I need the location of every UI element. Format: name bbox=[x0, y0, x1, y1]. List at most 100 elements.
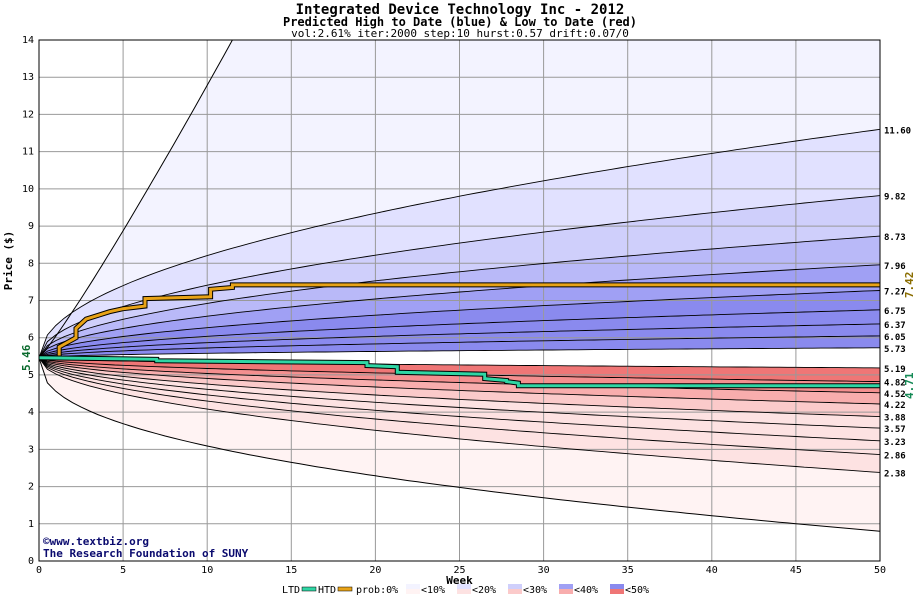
percentile-line-16 bbox=[38, 357, 881, 456]
percentile-line-11 bbox=[38, 357, 881, 394]
htd-final-label: 7.42 bbox=[903, 272, 916, 299]
y-tick-label: 7 bbox=[28, 296, 34, 307]
right-value-label: 4.22 bbox=[884, 401, 906, 411]
credit-url[interactable]: ©www.textbiz.org bbox=[43, 535, 149, 548]
band-upper-3 bbox=[39, 236, 880, 358]
ltd-line bbox=[38, 356, 880, 388]
right-value-label: 3.23 bbox=[884, 438, 906, 448]
y-tick-label: 0 bbox=[28, 556, 34, 567]
y-tick-label: 11 bbox=[22, 147, 34, 158]
chart-params: vol:2.61% iter:2000 step:10 hurst:0.57 d… bbox=[291, 27, 629, 40]
legend-band-label: <30% bbox=[523, 585, 547, 596]
y-axis-label: Price ($) bbox=[2, 231, 15, 291]
right-value-label: 6.05 bbox=[884, 333, 906, 343]
y-tick-label: 4 bbox=[28, 407, 34, 418]
legend-band-label: <40% bbox=[574, 585, 598, 596]
band-upper-2 bbox=[39, 195, 880, 358]
percentile-line-12 bbox=[38, 357, 881, 405]
x-tick-label: 30 bbox=[538, 565, 550, 576]
y-tick-label: 14 bbox=[22, 35, 34, 46]
right-value-label: 5.19 bbox=[884, 365, 906, 375]
legend-band-swatch-lower bbox=[610, 589, 624, 594]
band-upper-4 bbox=[39, 264, 880, 358]
x-tick-label: 50 bbox=[874, 565, 886, 576]
upper-extreme-line bbox=[38, 39, 233, 359]
x-tick-label: 0 bbox=[36, 565, 42, 576]
start-price-label: 5.46 bbox=[20, 344, 33, 371]
right-value-label: 3.57 bbox=[884, 425, 906, 435]
lower-extreme-line bbox=[38, 357, 881, 532]
legend-band-swatch-lower bbox=[508, 589, 522, 594]
legend-htd-swatch bbox=[337, 586, 353, 592]
legend-band-swatch-upper bbox=[610, 584, 624, 589]
right-value-label: 2.86 bbox=[884, 452, 906, 462]
right-value-label: 4.82 bbox=[884, 379, 906, 389]
right-value-label: 3.88 bbox=[884, 414, 906, 424]
x-tick-label: 40 bbox=[706, 565, 718, 576]
percentile-line-2 bbox=[38, 235, 881, 359]
legend-prob-label: prob:0% bbox=[356, 585, 398, 596]
x-tick-label: 35 bbox=[622, 565, 634, 576]
legend-band-swatch-upper bbox=[406, 584, 420, 589]
credit-url-text: www.textbiz.org bbox=[49, 535, 149, 548]
percentile-line-15 bbox=[38, 357, 881, 442]
right-value-label: 11.60 bbox=[884, 126, 911, 136]
percentile-line-8 bbox=[38, 347, 880, 359]
band-lower-5 bbox=[39, 357, 880, 441]
chart-title: Integrated Device Technology Inc - 2012 bbox=[295, 2, 625, 18]
y-tick-label: 8 bbox=[28, 258, 34, 269]
percentile-line-5 bbox=[38, 309, 881, 359]
percentile-line-13 bbox=[38, 357, 881, 418]
legend-band-label: <20% bbox=[472, 585, 496, 596]
legend-ltd-swatch bbox=[301, 586, 317, 592]
percentile-line-7 bbox=[38, 335, 881, 359]
percentile-line-4 bbox=[38, 290, 881, 359]
y-tick-label: 12 bbox=[22, 109, 34, 120]
legend-band-label: <10% bbox=[421, 585, 445, 596]
x-tick-label: 15 bbox=[285, 565, 297, 576]
right-value-label: 2.38 bbox=[884, 469, 906, 479]
x-tick-label: 25 bbox=[453, 565, 465, 576]
ltd-final-label: 4.71 bbox=[903, 372, 916, 399]
plot-border bbox=[38, 39, 881, 562]
right-value-label: 9.82 bbox=[884, 193, 906, 203]
x-axis-label: Week bbox=[446, 574, 473, 587]
x-tick-label: 5 bbox=[120, 565, 126, 576]
right-value-label: 8.73 bbox=[884, 233, 906, 243]
y-tick-label: 13 bbox=[22, 72, 34, 83]
y-tick-label: 2 bbox=[28, 482, 34, 493]
x-tick-label: 45 bbox=[790, 565, 802, 576]
x-tick-label: 20 bbox=[369, 565, 381, 576]
chart-subtitle: Predicted High to Date (blue) & Low to D… bbox=[282, 15, 637, 29]
htd-line bbox=[39, 283, 880, 360]
band-lower-6 bbox=[39, 357, 880, 455]
credit-org: The Research Foundation of SUNY bbox=[43, 547, 249, 560]
right-value-label: 5.73 bbox=[884, 345, 906, 355]
y-tick-label: 6 bbox=[28, 333, 34, 344]
right-value-label: 6.37 bbox=[884, 321, 906, 331]
percentile-line-1 bbox=[38, 195, 881, 359]
band-upper-1 bbox=[39, 129, 880, 358]
band-lower-7 bbox=[39, 357, 880, 473]
legend-band-swatch-lower bbox=[406, 589, 420, 594]
band-lower-3 bbox=[39, 357, 880, 417]
x-tick-label: 10 bbox=[201, 565, 213, 576]
y-tick-label: 3 bbox=[28, 444, 34, 455]
percentile-line-0 bbox=[38, 128, 881, 358]
legend-ltd-label: LTD bbox=[282, 585, 300, 596]
y-tick-label: 10 bbox=[22, 184, 34, 195]
percentile-line-6 bbox=[38, 323, 881, 359]
legend-band-swatch-lower bbox=[559, 589, 573, 594]
right-value-label: 7.96 bbox=[884, 262, 906, 272]
right-value-label: 4.52 bbox=[884, 390, 906, 400]
legend-htd-label: HTD bbox=[318, 585, 336, 596]
percentile-line-3 bbox=[38, 264, 881, 359]
band-upper-5 bbox=[39, 290, 880, 358]
right-value-label: 6.75 bbox=[884, 307, 906, 317]
y-tick-label: 1 bbox=[28, 519, 34, 530]
y-tick-label: 9 bbox=[28, 221, 34, 232]
right-value-label: 7.27 bbox=[884, 287, 906, 297]
percentile-line-14 bbox=[38, 357, 881, 429]
band-lower-4 bbox=[39, 357, 880, 429]
